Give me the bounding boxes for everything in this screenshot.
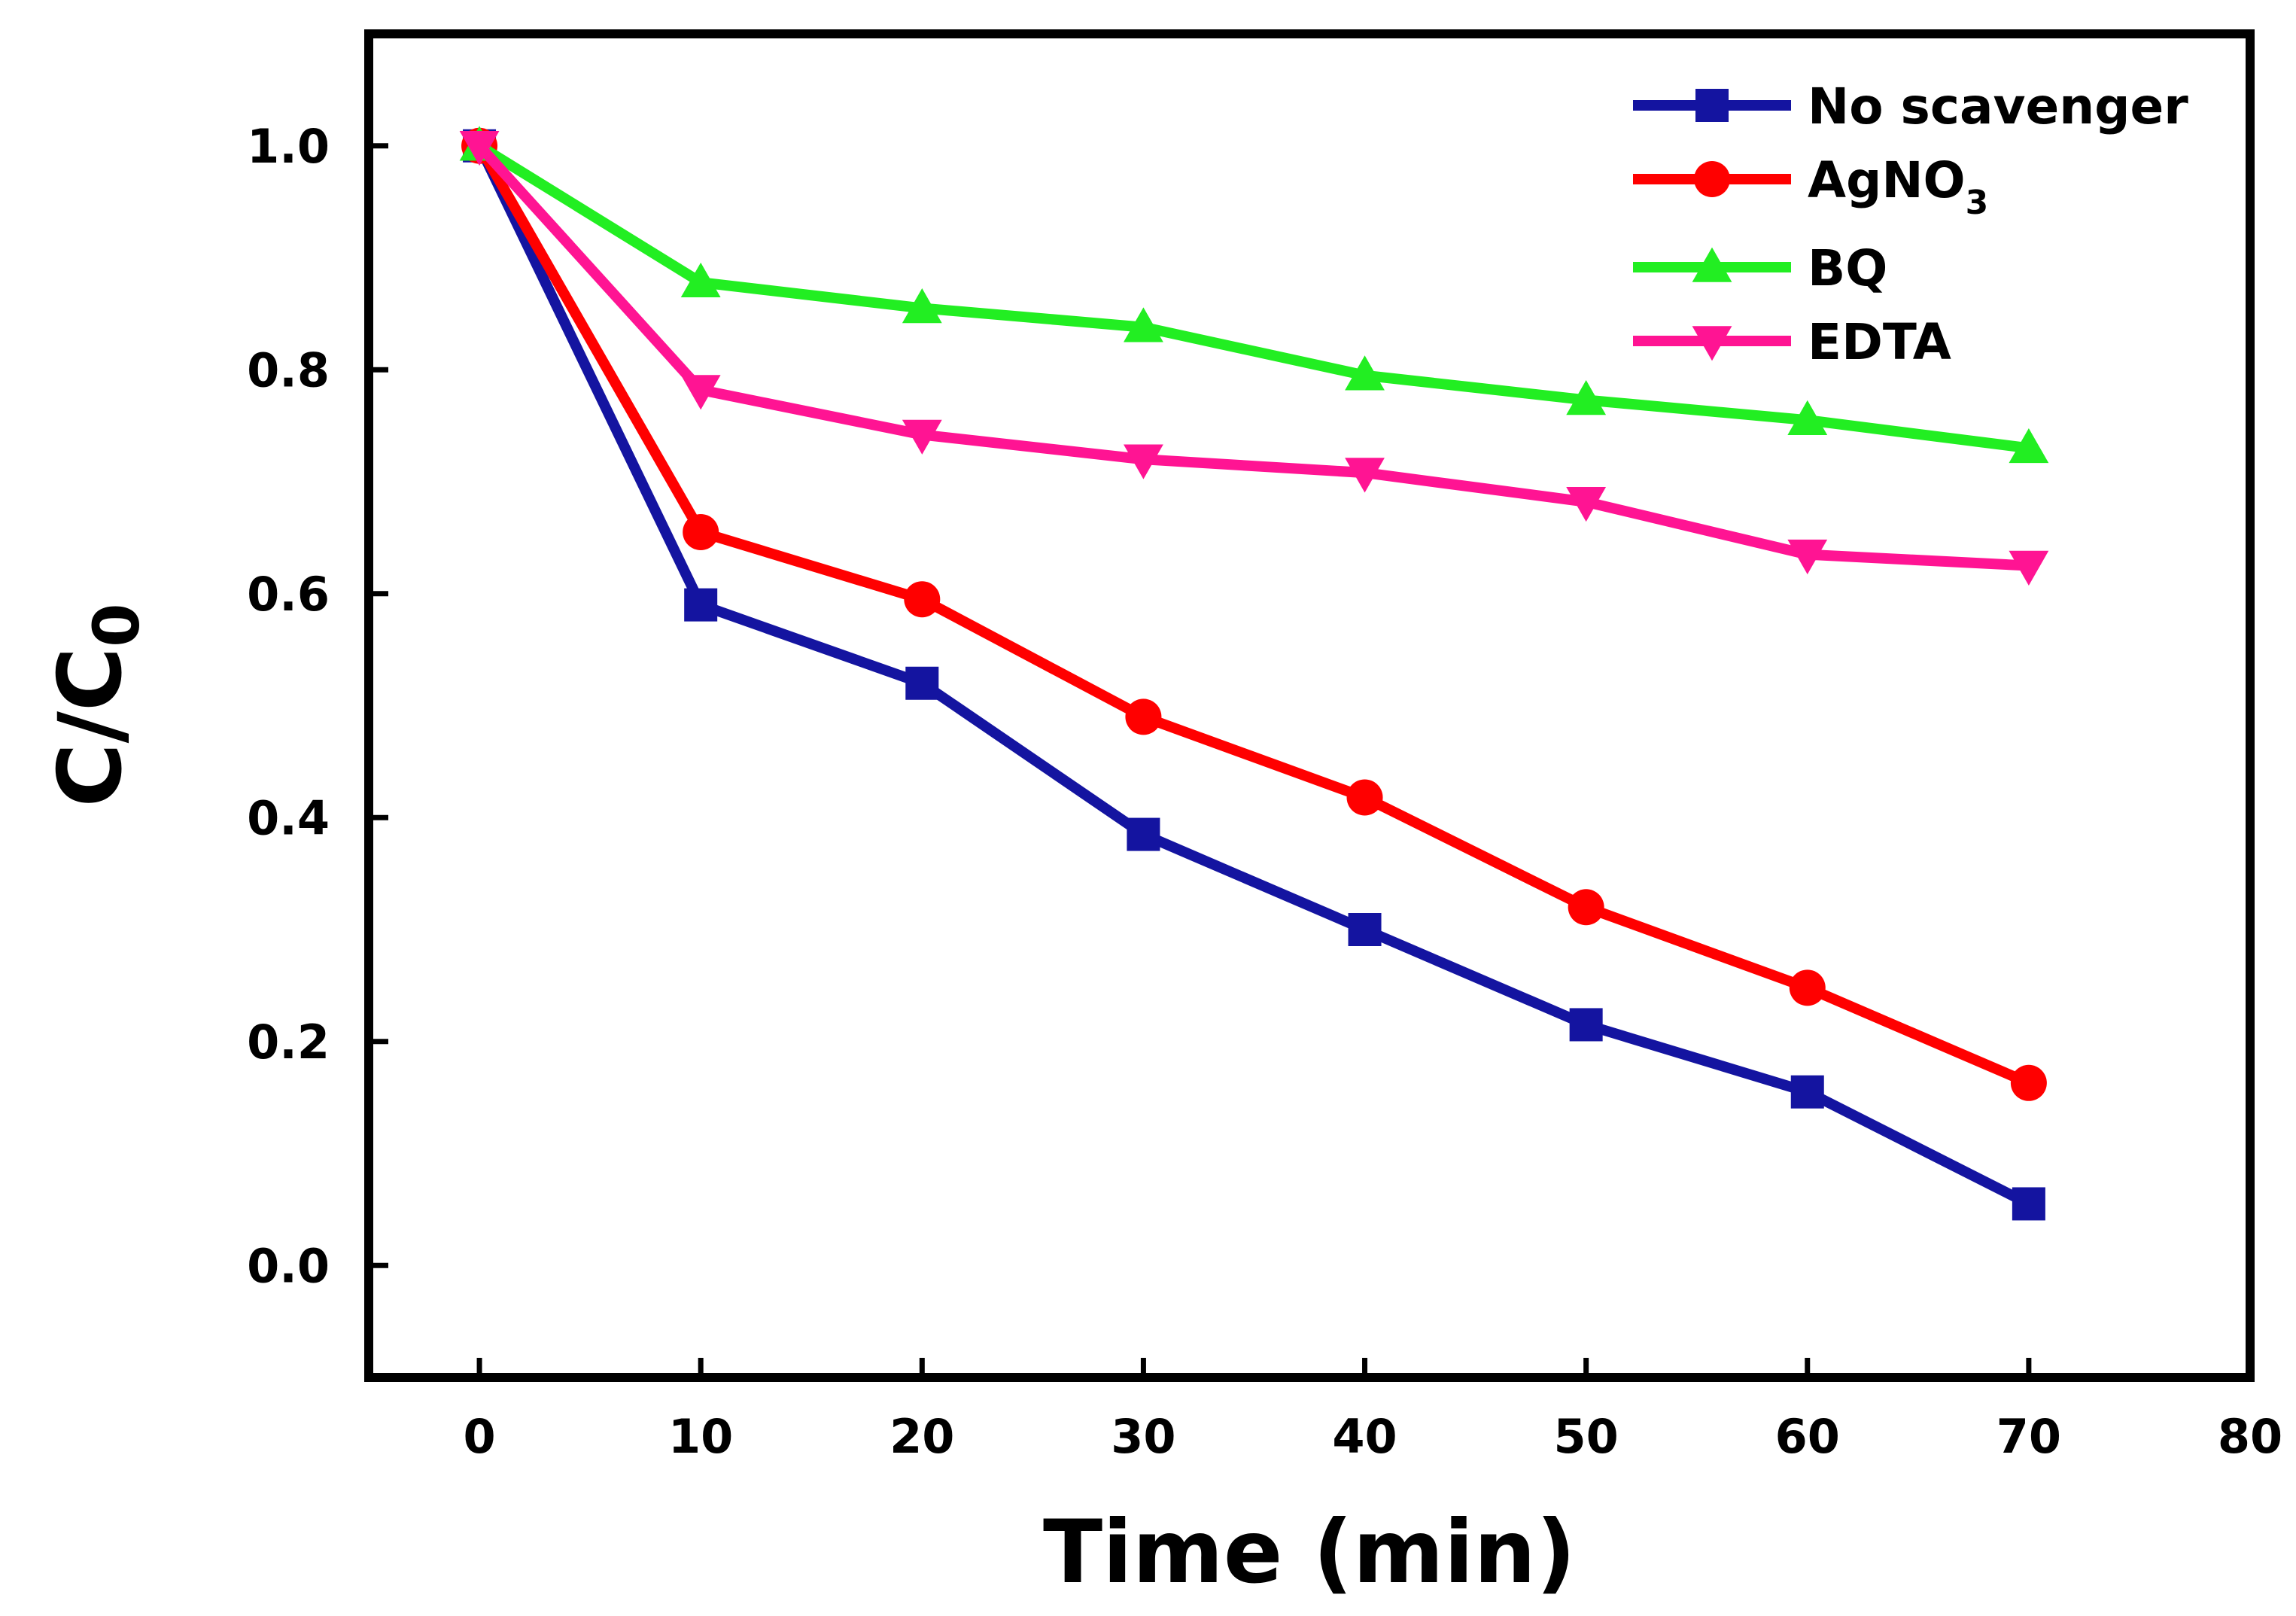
- legend-item-bq: BQ: [1633, 239, 1887, 297]
- y-tick-label: 0.0: [247, 1238, 330, 1293]
- y-axis-title: C/C0: [40, 603, 154, 807]
- y-axis: 0.0 0.2 0.4 0.6 0.8 1.0: [247, 119, 388, 1293]
- data-point-agno3: [1789, 969, 1826, 1006]
- data-point-edta: [902, 419, 942, 455]
- data-point-agno3: [904, 581, 941, 618]
- x-axis: 0 10 20 30 40 50 60 70 80: [463, 1358, 2282, 1464]
- x-tick-label: 20: [890, 1409, 954, 1464]
- series-no-scavenger: [463, 129, 2045, 1221]
- legend-label-sub: 3: [1966, 184, 1989, 222]
- series-line-bq: [476, 141, 2030, 454]
- plot-frame: [364, 29, 2255, 1382]
- legend-label-main: No scavenger: [1808, 78, 2188, 135]
- data-point-bq: [1345, 355, 1385, 391]
- series-edta: [459, 130, 2049, 586]
- y-tick-label: 0.4: [247, 790, 330, 845]
- legend-item-edta: EDTA: [1633, 313, 1951, 371]
- legend-label: AgNO3: [1808, 151, 1988, 222]
- legend-marker: [1694, 161, 1730, 197]
- y-tick-label: 0.8: [247, 342, 330, 397]
- data-point-no-scavenger: [2012, 1187, 2045, 1221]
- data-point-agno3: [1346, 779, 1383, 816]
- series-bq: [459, 126, 2049, 464]
- data-point-bq: [902, 288, 942, 324]
- data-point-no-scavenger: [905, 666, 939, 700]
- x-tick-label: 40: [1332, 1409, 1397, 1464]
- data-point-edta: [680, 375, 721, 410]
- x-tick-label: 0: [463, 1409, 495, 1464]
- data-point-agno3: [2010, 1064, 2047, 1101]
- data-point-agno3: [683, 513, 719, 550]
- legend-marker: [1695, 89, 1729, 122]
- y-tick-label: 1.0: [247, 119, 330, 174]
- data-point-agno3: [1568, 889, 1604, 926]
- legend-marker: [1692, 247, 1732, 282]
- legend-label-main: BQ: [1808, 239, 1887, 297]
- data-point-bq: [1787, 400, 1828, 435]
- x-axis-title: Time (min): [1043, 1502, 1576, 1603]
- data-point-no-scavenger: [1790, 1075, 1824, 1109]
- series-line-edta: [475, 142, 2030, 571]
- data-point-agno3: [1125, 698, 1162, 735]
- legend-label: BQ: [1808, 239, 1887, 297]
- y-tick-label: 0.2: [247, 1015, 330, 1070]
- data-point-bq: [680, 262, 721, 298]
- legend: No scavenger AgNO3 BQ EDTA: [1633, 78, 2188, 371]
- y-tick-label: 0.6: [247, 567, 330, 622]
- data-point-edta: [1345, 458, 1385, 493]
- svg-text:C/C0: C/C0: [40, 603, 154, 807]
- legend-label-main: AgNO: [1808, 151, 1966, 209]
- x-tick-label: 80: [2218, 1409, 2282, 1464]
- y-axis-title-sub: 0: [80, 603, 154, 647]
- series-layer: [459, 126, 2049, 1221]
- series-line-agno3: [474, 143, 2031, 1088]
- data-point-no-scavenger: [1569, 1008, 1603, 1042]
- x-tick-label: 60: [1775, 1409, 1840, 1464]
- data-point-edta: [1787, 539, 1828, 575]
- data-point-no-scavenger: [1348, 913, 1382, 946]
- x-tick-label: 70: [1996, 1409, 2061, 1464]
- legend-marker: [1692, 326, 1732, 361]
- data-point-edta: [1124, 444, 1163, 479]
- data-point-edta: [2009, 550, 2049, 586]
- x-tick-label: 30: [1111, 1409, 1175, 1464]
- legend-item-no-scavenger: No scavenger: [1633, 78, 2188, 135]
- y-axis-title-main: C/C: [40, 647, 141, 808]
- series-line-no-scavenger: [474, 143, 2032, 1209]
- data-point-bq: [1566, 380, 1607, 415]
- data-point-edta: [459, 130, 500, 166]
- data-point-bq: [2009, 428, 2049, 464]
- legend-label-main: EDTA: [1808, 313, 1951, 371]
- legend-item-agno3: AgNO3: [1633, 151, 1988, 222]
- legend-label: EDTA: [1808, 313, 1951, 371]
- data-point-no-scavenger: [1127, 817, 1160, 851]
- data-point-bq: [1124, 307, 1163, 342]
- legend-label: No scavenger: [1808, 78, 2188, 135]
- x-tick-label: 10: [668, 1409, 733, 1464]
- data-point-edta: [1566, 486, 1607, 522]
- data-point-no-scavenger: [684, 588, 718, 622]
- x-tick-label: 50: [1554, 1409, 1619, 1464]
